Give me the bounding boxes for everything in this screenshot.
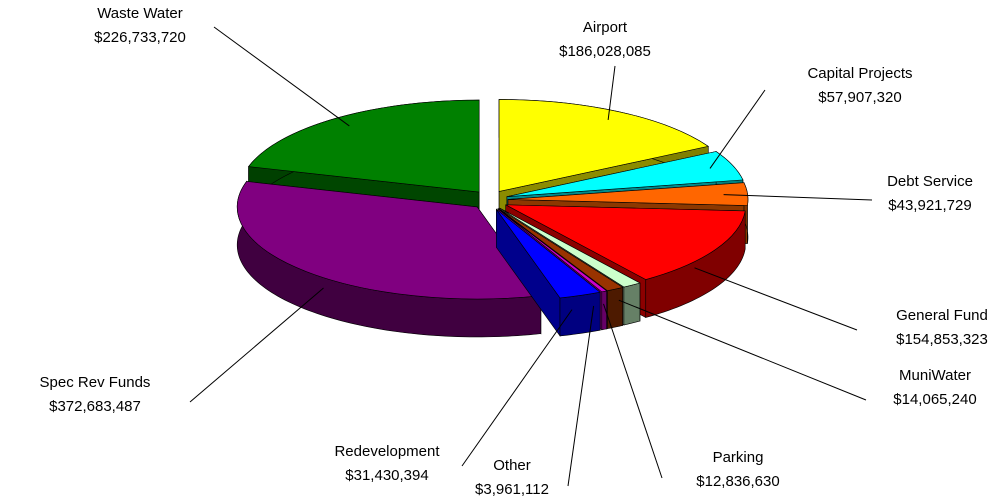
leader-line xyxy=(603,303,663,479)
slice-top xyxy=(506,151,744,197)
slice-label: Capital Projects xyxy=(807,65,912,82)
slice-top xyxy=(498,208,624,292)
slice-top xyxy=(507,182,749,206)
slice-value-label: $372,683,487 xyxy=(49,398,141,415)
slice-label: Other xyxy=(493,457,531,474)
slice-label: Spec Rev Funds xyxy=(40,374,151,391)
slice xyxy=(505,204,746,319)
leader-line xyxy=(618,299,867,401)
leader-line xyxy=(213,26,350,127)
slice-side xyxy=(559,291,601,337)
slice-side xyxy=(623,282,641,326)
slice-value-label: $43,921,729 xyxy=(888,197,971,214)
slice-label: Parking xyxy=(713,449,764,466)
slice-value-label: $186,028,085 xyxy=(559,43,651,60)
slice-top xyxy=(505,204,746,280)
slice-value-label: $57,907,320 xyxy=(818,89,901,106)
slice-value-label: $31,430,394 xyxy=(345,467,428,484)
slice-value-label: $154,853,323 xyxy=(896,331,988,348)
slice-label: Redevelopment xyxy=(334,443,440,460)
slice-label: Airport xyxy=(583,19,628,36)
slice-top xyxy=(496,209,601,299)
slice-value-label: $3,961,112 xyxy=(475,481,549,498)
slice-label: MuniWater xyxy=(899,367,971,384)
slice-top xyxy=(236,181,542,300)
slice-label: Waste Water xyxy=(97,5,183,22)
slice-top xyxy=(497,208,608,293)
leader-line xyxy=(461,309,573,467)
leader-line xyxy=(189,287,324,403)
slice-value-label: $12,836,630 xyxy=(696,473,779,490)
slice-value-label: $14,065,240 xyxy=(893,391,976,408)
slice-top xyxy=(498,99,710,192)
slice-top xyxy=(248,99,480,193)
slice xyxy=(236,180,542,338)
leader-line xyxy=(694,267,858,331)
leader-line xyxy=(709,89,766,169)
slice-value-label: $226,733,720 xyxy=(94,29,186,46)
slice-label: General Fund xyxy=(896,307,988,324)
slice xyxy=(496,208,601,337)
leader-line xyxy=(607,65,616,121)
leader-line xyxy=(567,305,595,487)
slice-label: Debt Service xyxy=(887,173,973,190)
leader-line xyxy=(723,194,873,201)
slice-top xyxy=(499,208,641,288)
